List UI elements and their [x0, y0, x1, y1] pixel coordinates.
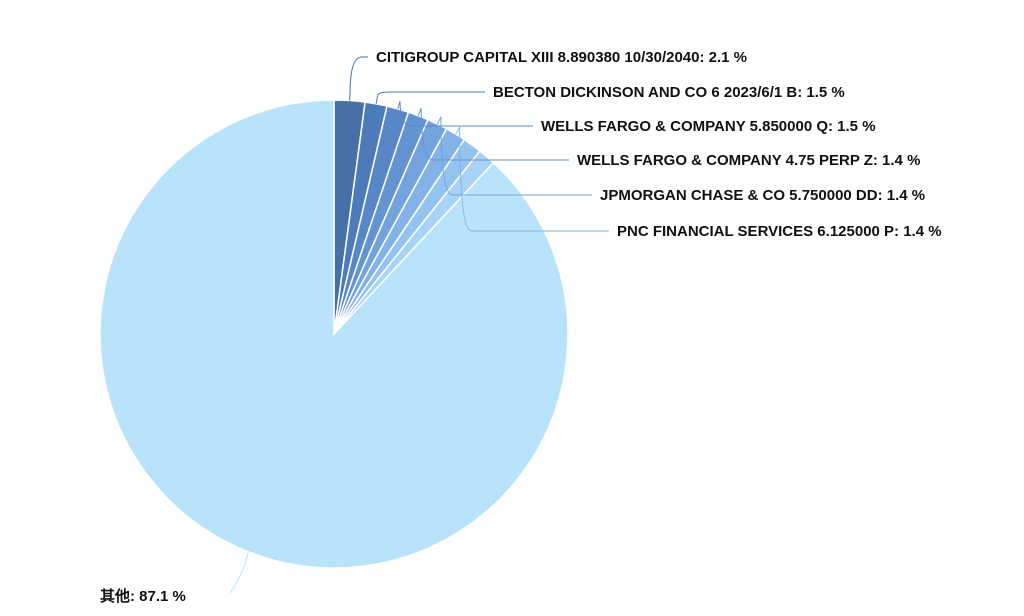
leader-line-5: [436, 116, 592, 196]
slice-labels: CITIGROUP CAPITAL XIII 8.890380 10/30/20…: [100, 49, 942, 605]
leader-line-2: [375, 91, 485, 104]
pie-slices: [99, 99, 569, 569]
pie-slice-9: [99, 99, 569, 569]
leader-lines: [229, 56, 609, 594]
leader-line-3: [397, 101, 533, 127]
slice-label-6: PNC FINANCIAL SERVICES 6.125000 P: 1.4 %: [617, 223, 942, 240]
slice-label-1: CITIGROUP CAPITAL XIII 8.890380 10/30/20…: [376, 49, 747, 66]
slice-label-4: WELLS FARGO & COMPANY 4.75 PERP Z: 1.4 %: [577, 152, 920, 169]
slice-label-2: BECTON DICKINSON AND CO 6 2023/6/1 B: 1.…: [493, 84, 845, 101]
leader-line-9: [229, 551, 249, 594]
leader-line-4: [417, 108, 569, 161]
slice-label-5: JPMORGAN CHASE & CO 5.750000 DD: 1.4 %: [600, 187, 925, 204]
slice-label-9: 其他: 87.1 %: [100, 587, 186, 605]
leader-line-6: [455, 125, 609, 232]
leader-line-1: [349, 56, 368, 101]
slice-label-3: WELLS FARGO & COMPANY 5.850000 Q: 1.5 %: [541, 118, 876, 135]
